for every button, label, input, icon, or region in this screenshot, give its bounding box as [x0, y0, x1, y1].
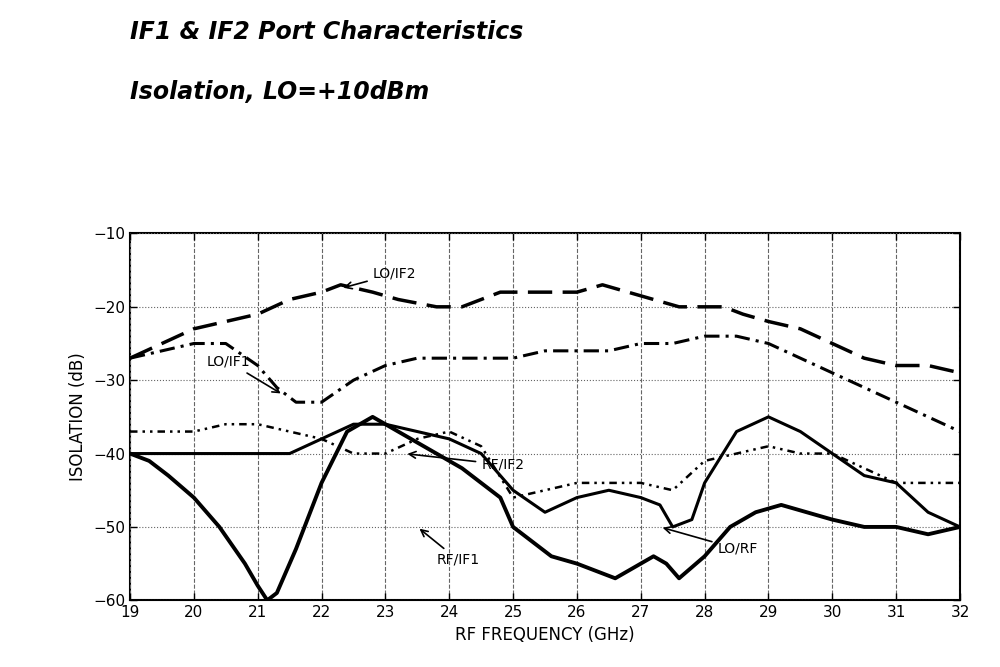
Text: Isolation, LO=+10dBm: Isolation, LO=+10dBm	[130, 80, 429, 104]
Text: LO/RF: LO/RF	[664, 527, 758, 556]
Y-axis label: ISOLATION (dB): ISOLATION (dB)	[69, 352, 87, 482]
X-axis label: RF FREQUENCY (GHz): RF FREQUENCY (GHz)	[455, 626, 635, 644]
Text: RF/IF2: RF/IF2	[409, 452, 524, 472]
Text: IF1 & IF2 Port Characteristics: IF1 & IF2 Port Characteristics	[130, 20, 523, 44]
Text: LO/IF1: LO/IF1	[207, 355, 279, 392]
Text: LO/IF2: LO/IF2	[345, 267, 416, 289]
Text: RF/IF1: RF/IF1	[421, 530, 480, 567]
